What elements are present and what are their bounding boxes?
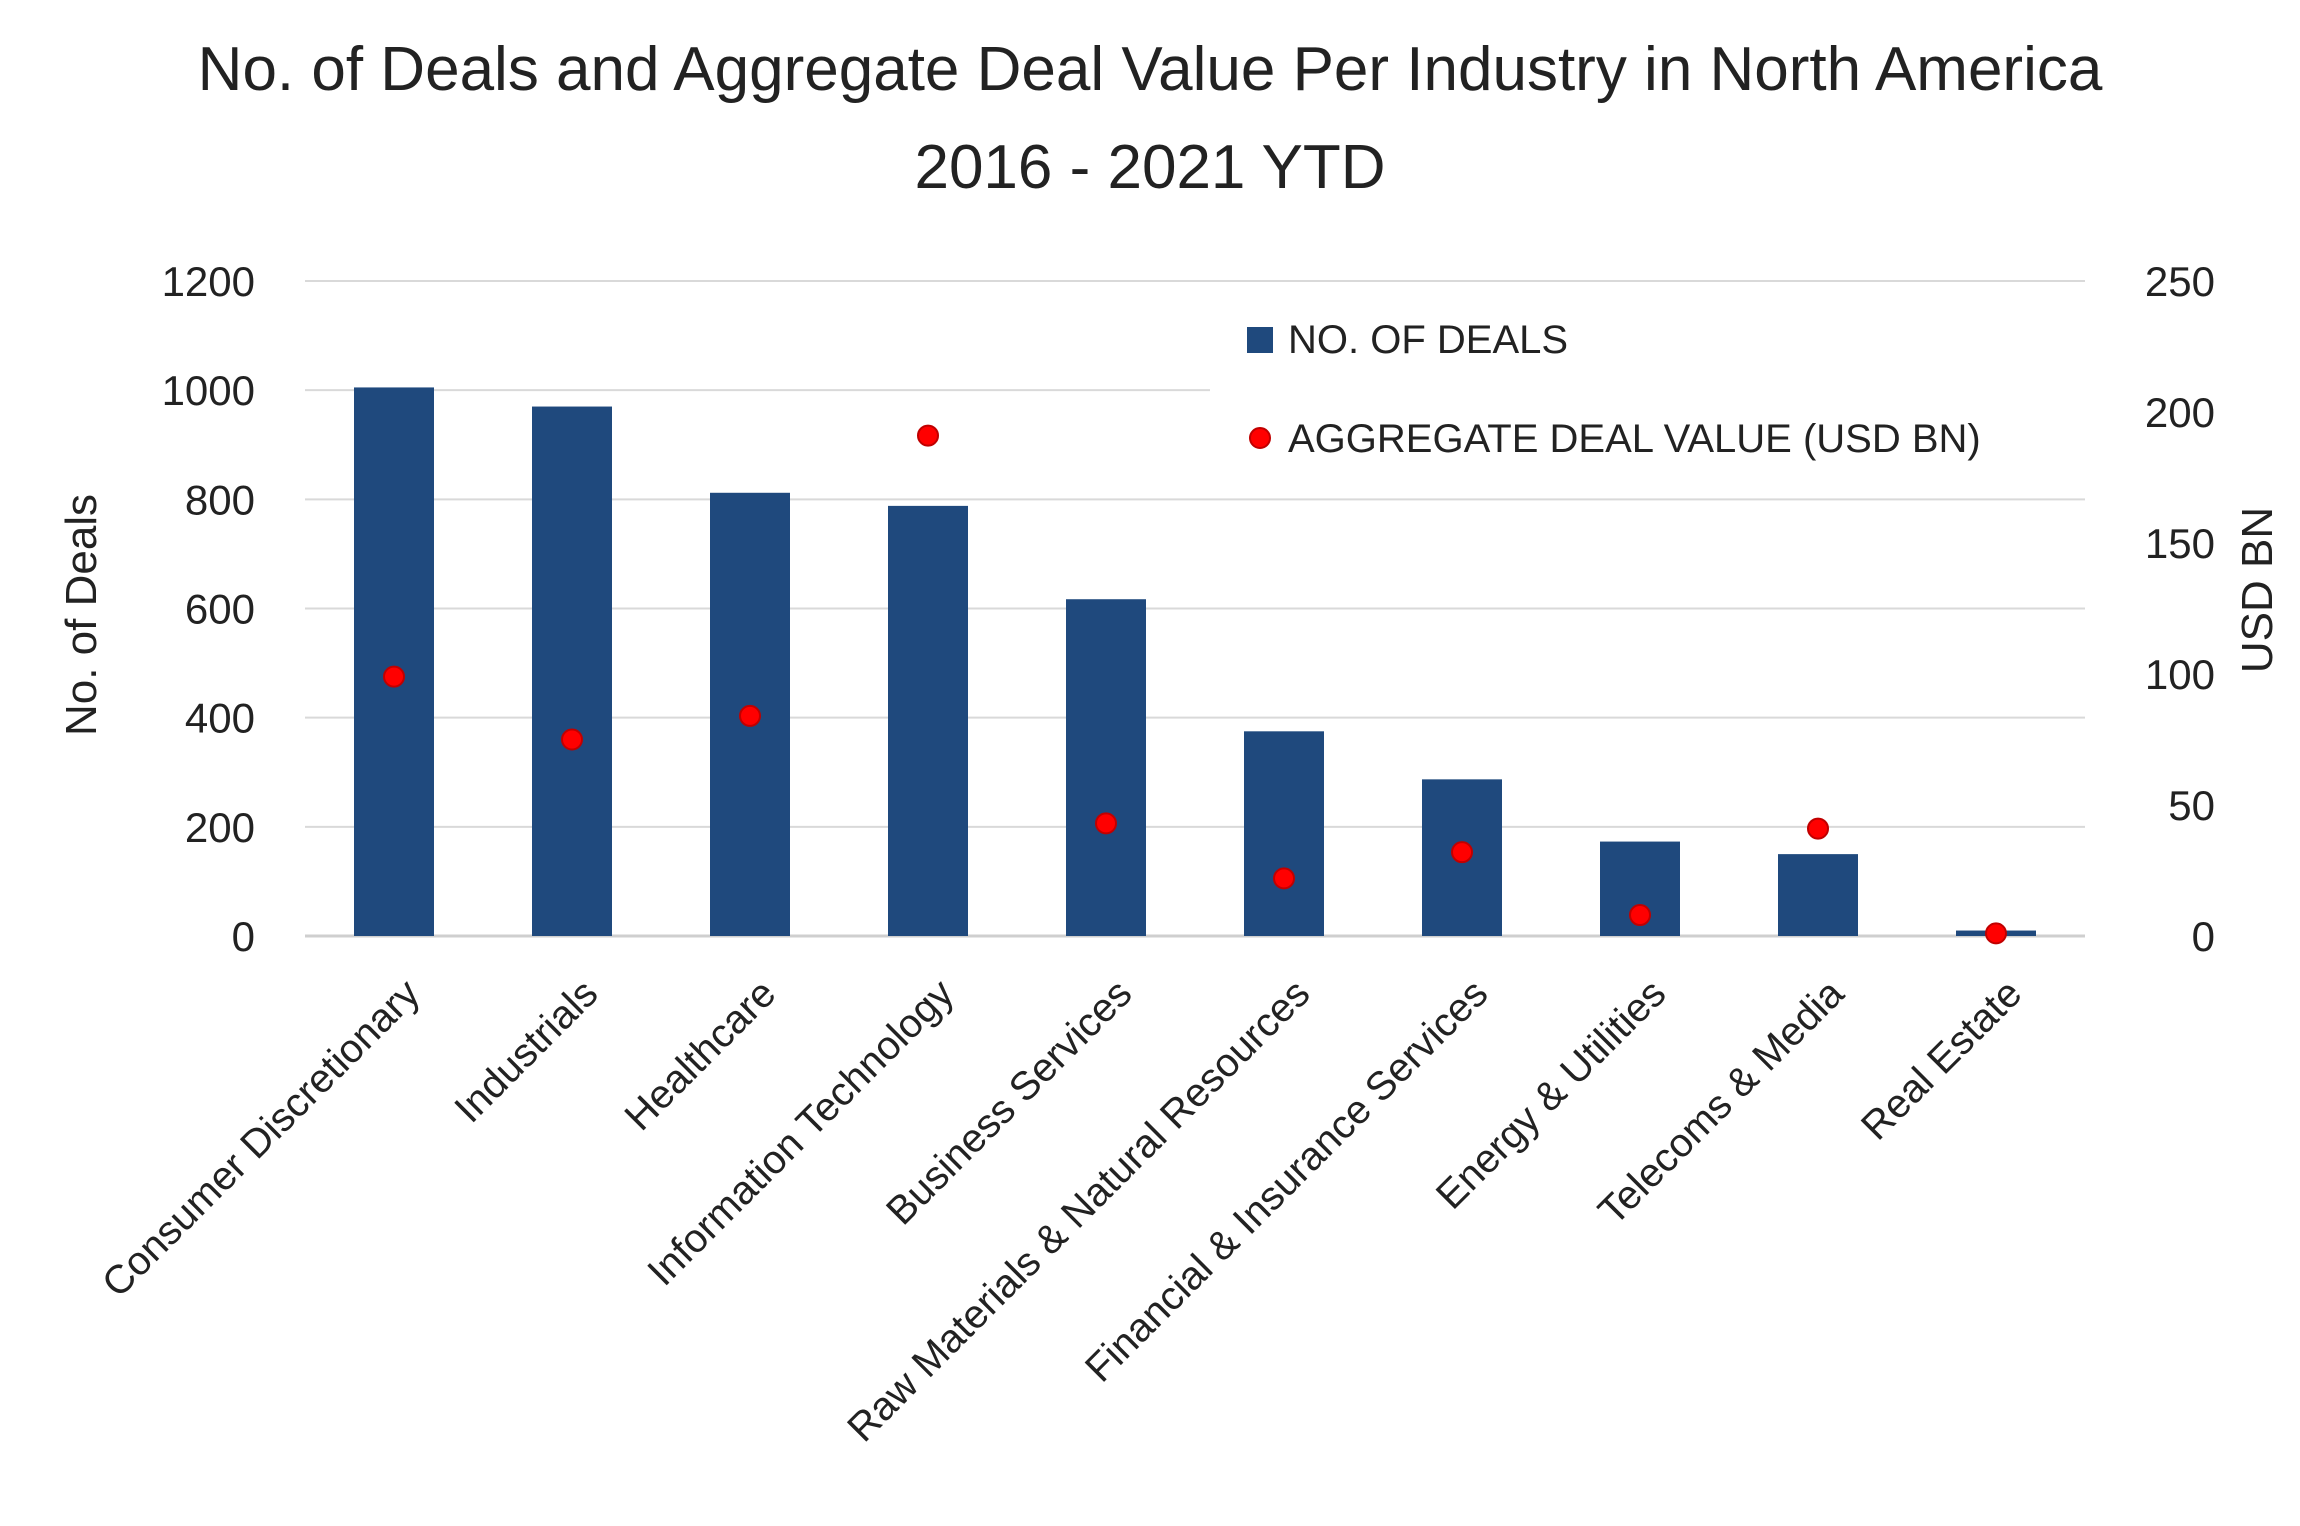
bar xyxy=(1066,599,1146,936)
right-tick-label: 200 xyxy=(2145,389,2215,436)
legend-bar-swatch xyxy=(1247,327,1273,353)
legend-label-value: AGGREGATE DEAL VALUE (USD BN) xyxy=(1288,417,1981,461)
data-point xyxy=(383,665,405,688)
bar xyxy=(532,406,612,937)
left-tick-label: 600 xyxy=(185,586,255,633)
left-tick-label: 1200 xyxy=(162,258,255,305)
right-axis-ticks: 0 50 100 150 200 250 xyxy=(2145,258,2215,960)
data-point xyxy=(1451,841,1473,864)
category-label: Industrials xyxy=(446,971,606,1131)
left-tick-label: 800 xyxy=(185,476,255,523)
data-point xyxy=(561,728,583,751)
bar xyxy=(888,505,968,936)
data-point xyxy=(1985,922,2007,945)
legend: NO. OF DEALS AGGREGATE DEAL VALUE (USD B… xyxy=(1210,300,2090,490)
data-point xyxy=(1629,904,1651,927)
right-tick-label: 100 xyxy=(2145,651,2215,698)
data-point xyxy=(1273,867,1295,890)
left-axis-title: No. of Deals xyxy=(57,494,106,736)
right-tick-label: 150 xyxy=(2145,520,2215,567)
dot-series xyxy=(383,424,2007,945)
data-point xyxy=(1807,817,1829,840)
chart-subtitle: 2016 - 2021 YTD xyxy=(914,133,1385,202)
left-tick-label: 0 xyxy=(232,913,255,960)
category-label: Real Estate xyxy=(1853,971,2030,1148)
left-tick-label: 1000 xyxy=(162,367,255,414)
bar xyxy=(1244,731,1324,936)
data-point xyxy=(739,704,761,727)
chart-title: No. of Deals and Aggregate Deal Value Pe… xyxy=(198,35,2103,104)
right-tick-label: 50 xyxy=(2168,782,2215,829)
right-axis-title: USD BN xyxy=(2233,507,2282,673)
legend-dot-swatch xyxy=(1249,427,1271,449)
left-tick-label: 200 xyxy=(185,804,255,851)
legend-box xyxy=(1210,300,2090,490)
legend-label-deals: NO. OF DEALS xyxy=(1288,318,1568,362)
left-axis-ticks: 0 200 400 600 800 1000 1200 xyxy=(162,258,255,960)
category-labels: Consumer Discretionary Industrials Healthc… xyxy=(94,971,2030,1451)
left-tick-label: 400 xyxy=(185,695,255,742)
bar xyxy=(1778,854,1858,936)
right-tick-label: 250 xyxy=(2145,258,2215,305)
bar-series xyxy=(354,387,2036,937)
right-tick-label: 0 xyxy=(2192,913,2215,960)
category-label: Information Technology xyxy=(639,971,962,1294)
data-point xyxy=(917,424,939,447)
bar xyxy=(354,387,434,936)
category-label: Healthcare xyxy=(616,971,784,1139)
data-point xyxy=(1095,812,1117,835)
category-label: Consumer Discretionary xyxy=(94,971,428,1305)
